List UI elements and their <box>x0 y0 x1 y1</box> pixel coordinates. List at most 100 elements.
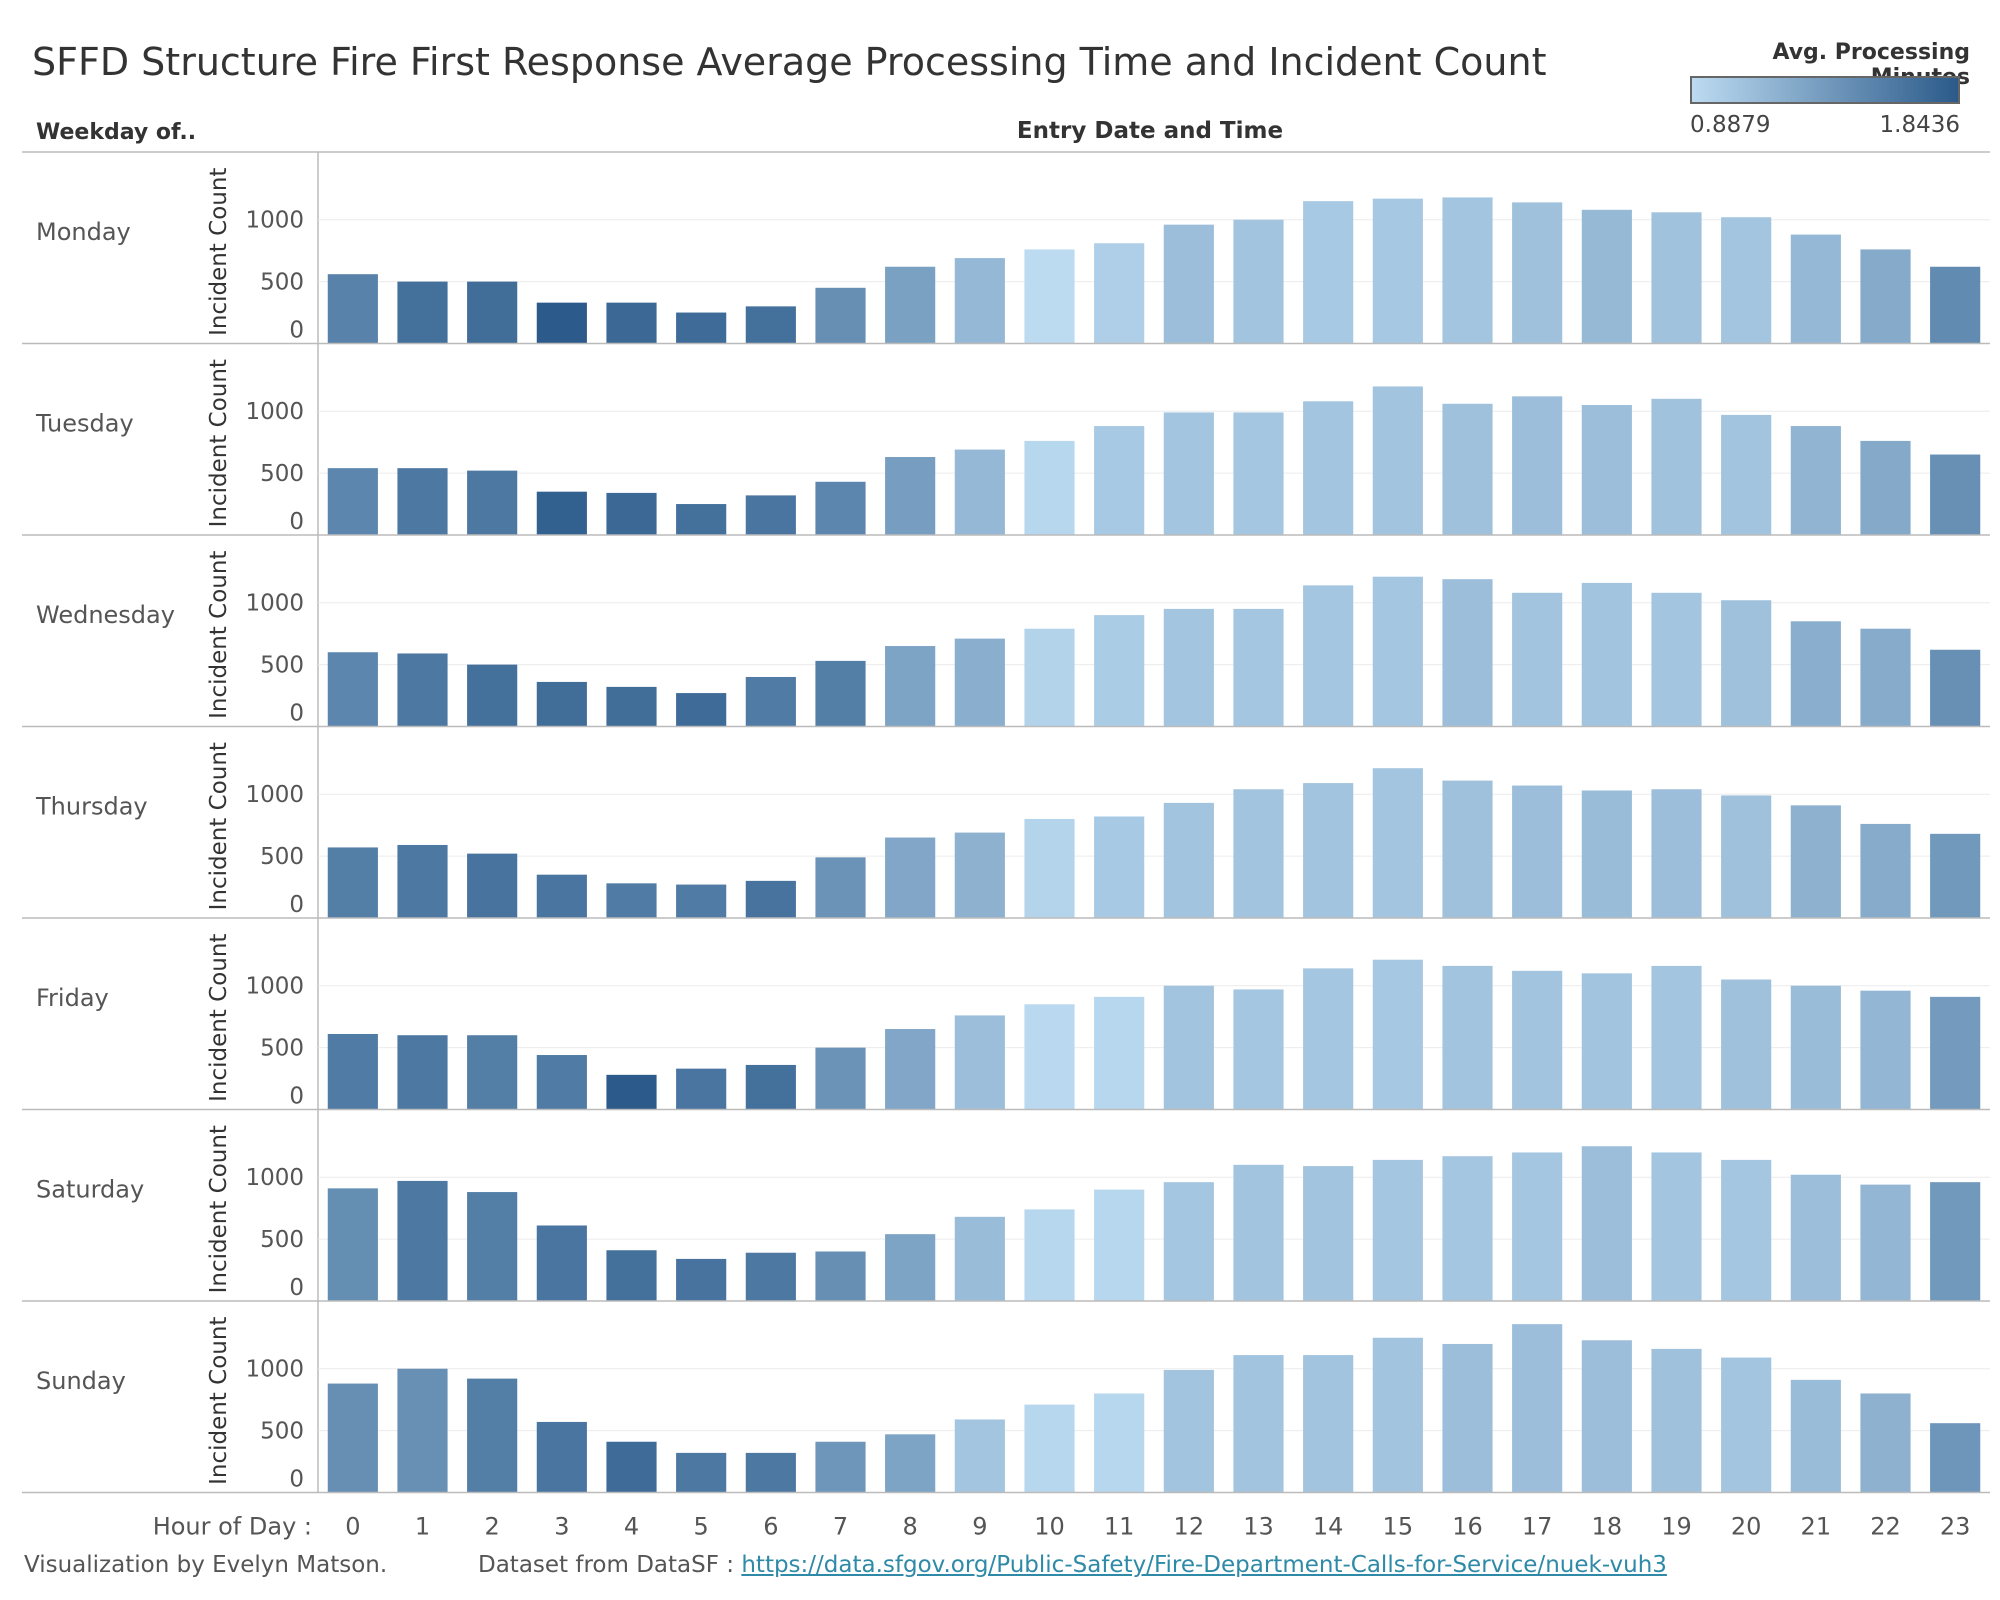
bar-wednesday-14 <box>1303 585 1354 727</box>
bar-sunday-23 <box>1930 1423 1981 1493</box>
bar-sunday-9 <box>954 1419 1005 1493</box>
bar-monday-21 <box>1790 234 1841 344</box>
x-tick-label: 22 <box>1870 1513 1901 1541</box>
bar-thursday-3 <box>536 874 587 918</box>
x-tick-label: 13 <box>1243 1513 1274 1541</box>
bar-monday-10 <box>1024 249 1075 344</box>
bar-thursday-6 <box>745 880 796 918</box>
x-tick-label: 15 <box>1383 1513 1414 1541</box>
bar-saturday-15 <box>1372 1159 1423 1301</box>
bar-saturday-12 <box>1163 1182 1214 1301</box>
bar-saturday-11 <box>1094 1189 1145 1301</box>
bar-thursday-1 <box>397 844 448 918</box>
bar-sunday-0 <box>327 1383 378 1493</box>
y-axis-title: Incident Count <box>206 359 232 527</box>
bar-friday-15 <box>1372 959 1423 1110</box>
bar-thursday-8 <box>885 837 936 918</box>
x-tick-label: 14 <box>1313 1513 1344 1541</box>
bar-friday-22 <box>1860 990 1911 1110</box>
bar-tuesday-0 <box>327 468 378 535</box>
bar-sunday-5 <box>676 1452 727 1493</box>
bar-sunday-12 <box>1163 1369 1214 1493</box>
page-title: SFFD Structure Fire First Response Avera… <box>32 40 1547 84</box>
bar-monday-5 <box>676 312 727 344</box>
y-tick-label: 1000 <box>245 399 304 425</box>
bar-saturday-18 <box>1581 1146 1632 1301</box>
row-label-friday: Friday <box>36 984 109 1012</box>
bar-saturday-3 <box>536 1225 587 1301</box>
bar-wednesday-17 <box>1512 592 1563 727</box>
bar-sunday-10 <box>1024 1404 1075 1493</box>
bar-sunday-1 <box>397 1368 448 1493</box>
bar-thursday-13 <box>1233 789 1284 918</box>
bar-monday-11 <box>1094 243 1145 344</box>
bar-saturday-7 <box>815 1251 866 1301</box>
bar-thursday-12 <box>1163 802 1214 918</box>
y-tick-label: 500 <box>260 270 304 296</box>
y-axis-title: Incident Count <box>206 1125 232 1293</box>
x-tick-label: 4 <box>624 1513 639 1541</box>
y-tick-label: 0 <box>289 701 304 727</box>
y-tick-label: 0 <box>289 509 304 535</box>
bar-friday-21 <box>1790 985 1841 1110</box>
dataset-link[interactable]: https://data.sfgov.org/Public-Safety/Fir… <box>741 1552 1667 1578</box>
bar-tuesday-9 <box>954 449 1005 535</box>
row-label-monday: Monday <box>36 218 131 246</box>
bar-monday-17 <box>1512 202 1563 344</box>
y-axis-title: Incident Count <box>206 1317 232 1485</box>
x-tick-label: 18 <box>1592 1513 1623 1541</box>
bar-tuesday-14 <box>1303 401 1354 535</box>
bar-wednesday-16 <box>1442 579 1493 727</box>
bar-thursday-17 <box>1512 785 1563 918</box>
bar-friday-11 <box>1094 996 1145 1110</box>
bar-friday-20 <box>1721 979 1772 1110</box>
y-tick-label: 0 <box>289 1084 304 1110</box>
y-tick-label: 0 <box>289 318 304 344</box>
bar-tuesday-16 <box>1442 403 1493 535</box>
bar-tuesday-5 <box>676 504 727 535</box>
row-label-thursday: Thursday <box>35 793 148 821</box>
bar-tuesday-2 <box>467 470 518 535</box>
bar-monday-1 <box>397 281 448 344</box>
legend-min-label: 0.8879 <box>1690 112 1771 138</box>
bar-saturday-16 <box>1442 1156 1493 1301</box>
bar-wednesday-23 <box>1930 649 1981 727</box>
y-tick-label: 1000 <box>245 974 304 1000</box>
bar-thursday-10 <box>1024 818 1075 918</box>
bar-monday-22 <box>1860 249 1911 344</box>
bar-sunday-14 <box>1303 1355 1354 1493</box>
bar-friday-12 <box>1163 985 1214 1110</box>
bar-friday-17 <box>1512 970 1563 1110</box>
bar-tuesday-19 <box>1651 398 1702 535</box>
row-header: Weekday of.. <box>36 120 197 145</box>
y-tick-label: 500 <box>260 1419 304 1445</box>
x-axis-title: Hour of Day : <box>153 1513 312 1541</box>
bar-thursday-0 <box>327 847 378 918</box>
y-axis-title: Incident Count <box>206 934 232 1102</box>
bar-saturday-4 <box>606 1250 657 1301</box>
bar-thursday-2 <box>467 853 518 918</box>
bar-tuesday-10 <box>1024 440 1075 535</box>
bar-friday-8 <box>885 1029 936 1110</box>
bar-sunday-13 <box>1233 1355 1284 1493</box>
bar-thursday-11 <box>1094 816 1145 918</box>
bar-tuesday-7 <box>815 481 866 535</box>
y-tick-label: 1000 <box>245 1165 304 1191</box>
bar-thursday-22 <box>1860 823 1911 918</box>
x-tick-label: 21 <box>1801 1513 1832 1541</box>
bar-monday-9 <box>954 258 1005 344</box>
bar-thursday-5 <box>676 884 727 918</box>
bar-monday-23 <box>1930 266 1981 344</box>
bar-friday-19 <box>1651 965 1702 1110</box>
bar-thursday-4 <box>606 883 657 918</box>
bar-saturday-2 <box>467 1192 518 1301</box>
x-tick-label: 3 <box>554 1513 569 1541</box>
bar-wednesday-7 <box>815 660 866 727</box>
bar-friday-7 <box>815 1047 866 1110</box>
x-tick-label: 6 <box>763 1513 778 1541</box>
bar-thursday-20 <box>1721 795 1772 918</box>
y-axis-title: Incident Count <box>206 742 232 910</box>
row-label-wednesday: Wednesday <box>36 601 175 629</box>
y-tick-label: 500 <box>260 1036 304 1062</box>
bar-thursday-15 <box>1372 768 1423 918</box>
